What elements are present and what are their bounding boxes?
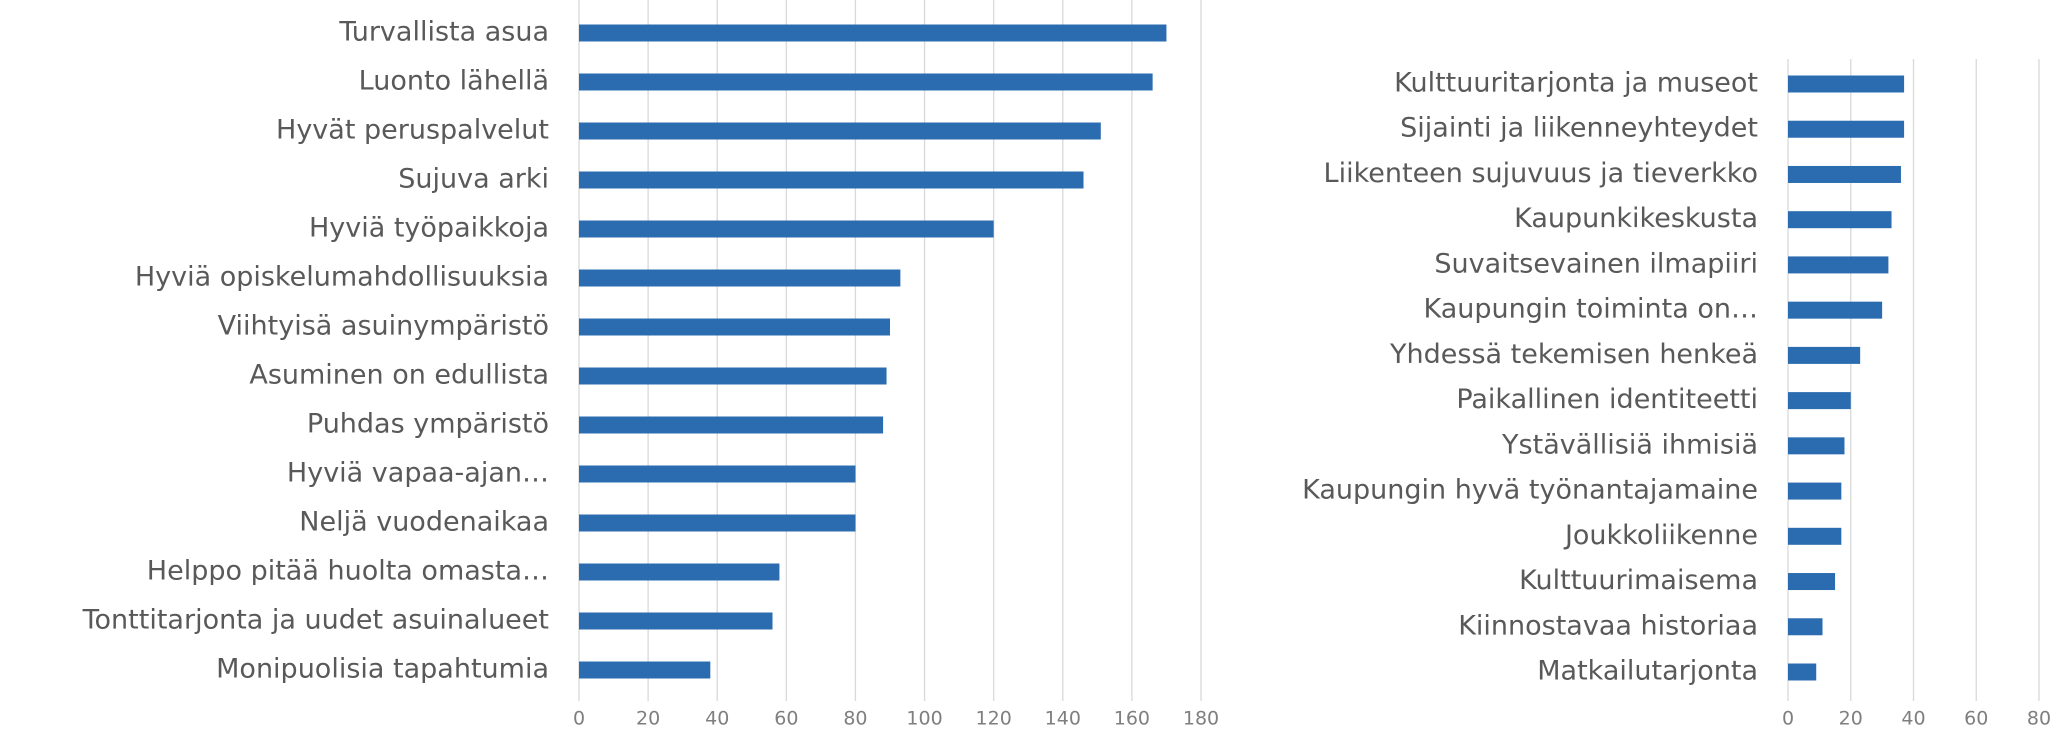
x-tick-label: 80 bbox=[2027, 708, 2051, 730]
category-label: Sijainti ja liikenneyhteydet bbox=[1400, 113, 1758, 144]
bar bbox=[579, 318, 890, 336]
category-label: Neljä vuodenaikaa bbox=[299, 507, 549, 538]
bar bbox=[1788, 573, 1836, 591]
category-label: Kulttuurimaisema bbox=[1519, 565, 1758, 596]
category-label: Hyvät peruspalvelut bbox=[276, 115, 549, 146]
x-tick-label: 80 bbox=[843, 708, 867, 730]
bar bbox=[579, 465, 856, 483]
bar bbox=[579, 220, 994, 238]
bar bbox=[1788, 75, 1905, 93]
bar bbox=[579, 122, 1101, 140]
x-tick-label: 140 bbox=[1045, 708, 1081, 730]
bar bbox=[579, 514, 856, 532]
bar bbox=[1788, 392, 1851, 410]
bar bbox=[1788, 165, 1901, 183]
bar bbox=[1788, 346, 1861, 364]
bar bbox=[1788, 437, 1845, 455]
category-label: Kaupungin toiminta on… bbox=[1424, 294, 1758, 325]
category-label: Monipuolisia tapahtumia bbox=[216, 654, 549, 685]
category-label: Liikenteen sujuvuus ja tieverkko bbox=[1324, 158, 1758, 189]
x-tick-label: 40 bbox=[1901, 708, 1925, 730]
category-label: Luonto lähellä bbox=[359, 66, 549, 97]
bar bbox=[579, 269, 901, 287]
category-label: Kaupungin hyvä työnantajamaine bbox=[1302, 475, 1758, 506]
category-label: Matkailutarjonta bbox=[1537, 656, 1758, 687]
bar bbox=[579, 171, 1084, 189]
bar bbox=[1788, 211, 1892, 229]
x-tick-label: 40 bbox=[705, 708, 729, 730]
bar bbox=[1788, 301, 1883, 319]
category-label: Turvallista asua bbox=[338, 17, 549, 48]
category-label: Joukkoliikenne bbox=[1563, 520, 1758, 551]
x-tick-label: 160 bbox=[1114, 708, 1150, 730]
x-tick-label: 0 bbox=[573, 708, 585, 730]
category-label: Hyviä vapaa-ajan… bbox=[287, 458, 549, 489]
category-label: Paikallinen identiteetti bbox=[1456, 384, 1758, 415]
bar bbox=[1788, 482, 1842, 500]
category-label: Kiinnostavaa historiaa bbox=[1458, 610, 1758, 641]
category-label: Hyviä opiskelumahdollisuuksia bbox=[135, 262, 549, 293]
x-tick-label: 180 bbox=[1183, 708, 1219, 730]
x-tick-label: 20 bbox=[1839, 708, 1863, 730]
bar bbox=[579, 73, 1153, 91]
bar bbox=[579, 416, 884, 434]
bar bbox=[579, 612, 773, 630]
category-label: Hyviä työpaikkoja bbox=[309, 213, 549, 244]
bar bbox=[579, 367, 887, 385]
category-label: Ystävällisiä ihmisiä bbox=[1501, 429, 1758, 460]
category-label: Tonttitarjonta ja uudet asuinalueet bbox=[82, 605, 549, 636]
x-tick-label: 0 bbox=[1782, 708, 1794, 730]
bar bbox=[579, 563, 780, 581]
bar bbox=[579, 661, 711, 679]
category-label: Sujuva arki bbox=[398, 164, 549, 195]
bar bbox=[1788, 527, 1842, 545]
bar bbox=[1788, 256, 1889, 274]
x-tick-label: 100 bbox=[906, 708, 942, 730]
bar bbox=[1788, 120, 1905, 138]
category-label: Suvaitsevainen ilmapiiri bbox=[1434, 248, 1758, 279]
category-label: Kaupunkikeskusta bbox=[1514, 203, 1758, 234]
category-label: Kulttuuritarjonta ja museot bbox=[1394, 68, 1758, 99]
bar bbox=[1788, 618, 1823, 636]
bar bbox=[1788, 663, 1817, 681]
category-label: Helppo pitää huolta omasta… bbox=[147, 556, 549, 587]
category-label: Viihtyisä asuinympäristö bbox=[218, 311, 549, 342]
x-tick-label: 60 bbox=[1964, 708, 1988, 730]
category-label: Puhdas ympäristö bbox=[307, 409, 549, 440]
x-tick-label: 20 bbox=[636, 708, 660, 730]
bar bbox=[579, 24, 1167, 42]
x-tick-label: 60 bbox=[774, 708, 798, 730]
category-label: Yhdessä tekemisen henkeä bbox=[1389, 339, 1758, 370]
x-tick-label: 120 bbox=[976, 708, 1012, 730]
category-label: Asuminen on edullista bbox=[249, 360, 549, 391]
